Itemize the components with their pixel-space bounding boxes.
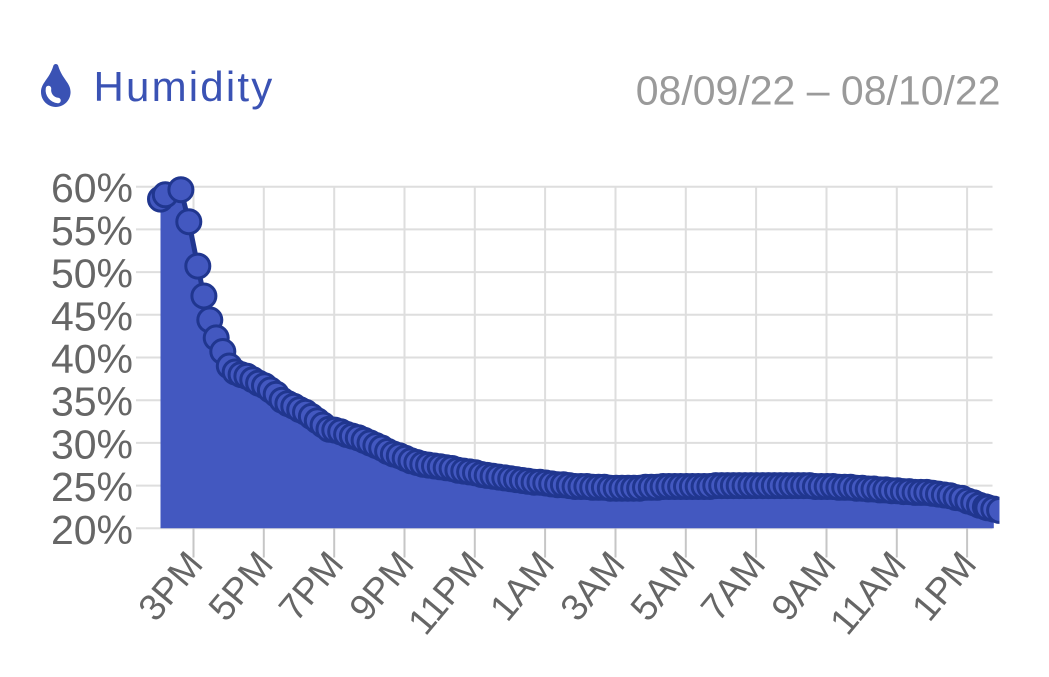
svg-text:5PM: 5PM [201, 544, 281, 629]
svg-text:11PM: 11PM [400, 544, 492, 642]
svg-text:30%: 30% [51, 421, 133, 467]
svg-text:1AM: 1AM [482, 544, 562, 629]
svg-text:11AM: 11AM [822, 544, 914, 642]
svg-text:35%: 35% [51, 379, 133, 425]
svg-text:7AM: 7AM [693, 544, 773, 629]
svg-text:3PM: 3PM [130, 544, 210, 629]
svg-text:Humidity: Humidity [94, 63, 275, 110]
svg-text:60%: 60% [51, 165, 133, 211]
svg-text:3AM: 3AM [552, 544, 632, 629]
svg-text:08/09/22 – 08/10/22: 08/09/22 – 08/10/22 [636, 68, 1001, 114]
svg-text:25%: 25% [51, 464, 133, 510]
svg-text:7PM: 7PM [271, 544, 351, 629]
svg-text:45%: 45% [51, 293, 133, 339]
svg-text:1PM: 1PM [904, 544, 984, 629]
svg-text:55%: 55% [51, 208, 133, 254]
svg-text:40%: 40% [51, 336, 133, 382]
svg-text:5AM: 5AM [623, 544, 703, 629]
svg-text:20%: 20% [51, 507, 133, 553]
svg-text:50%: 50% [51, 251, 133, 297]
